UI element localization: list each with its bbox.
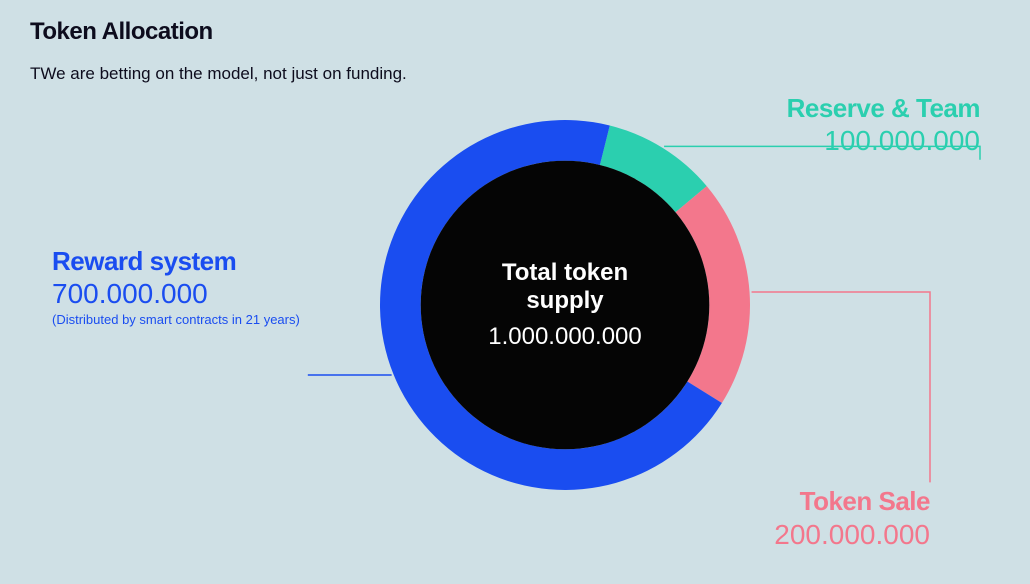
- callout-value: 700.000.000: [52, 279, 300, 308]
- page-title: Token Allocation: [30, 18, 213, 46]
- donut-center: [421, 161, 710, 450]
- callout-note: (Distributed by smart contracts in 21 ye…: [52, 313, 300, 327]
- callout-value: 200.000.000: [774, 520, 930, 549]
- callout-reserve-team: Reserve & Team 100.000.000: [787, 95, 980, 156]
- callout-label: Reserve & Team: [787, 95, 980, 122]
- donut-svg: [380, 120, 750, 490]
- callout-reward-system: Reward system 700.000.000 (Distributed b…: [52, 248, 300, 326]
- page-subtitle: TWe are betting on the model, not just o…: [30, 64, 407, 84]
- callout-value: 100.000.000: [787, 126, 980, 155]
- callout-label: Token Sale: [774, 488, 930, 515]
- allocation-donut-chart: Total tokensupply 1.000.000.000: [380, 120, 750, 490]
- callout-token-sale: Token Sale 200.000.000: [774, 488, 930, 549]
- callout-label: Reward system: [52, 248, 300, 275]
